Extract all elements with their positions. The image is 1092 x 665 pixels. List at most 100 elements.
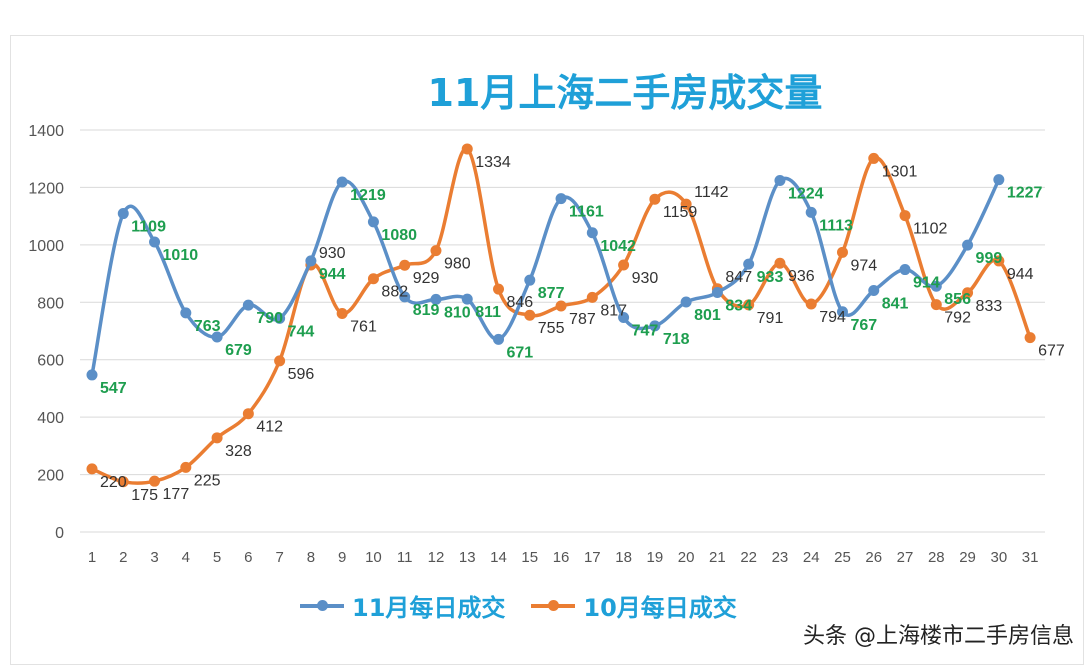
x-tick-label: 4 <box>182 549 190 566</box>
data-label: 811 <box>475 304 501 321</box>
data-point <box>774 175 786 187</box>
data-label: 671 <box>507 344 534 361</box>
data-label: 914 <box>913 275 940 292</box>
data-point <box>461 143 473 155</box>
data-point <box>680 296 692 308</box>
data-point <box>618 259 630 271</box>
data-point <box>586 227 598 239</box>
data-label: 744 <box>288 323 315 340</box>
data-label: 1142 <box>694 184 729 201</box>
data-point <box>993 255 1005 267</box>
data-label: 747 <box>632 323 659 340</box>
data-point <box>805 298 817 310</box>
data-point <box>649 193 661 205</box>
data-point <box>430 245 442 257</box>
data-label: 790 <box>256 310 283 327</box>
data-point <box>868 152 880 164</box>
x-tick-label: 8 <box>307 549 315 566</box>
data-label: 834 <box>725 298 752 315</box>
data-label: 547 <box>100 380 127 397</box>
data-label: 1113 <box>819 217 853 234</box>
x-tick-label: 29 <box>959 549 976 566</box>
data-label: 877 <box>538 285 565 302</box>
x-tick-label: 12 <box>428 549 445 566</box>
data-point <box>868 285 880 297</box>
data-label: 761 <box>350 318 377 335</box>
data-label: 1102 <box>913 221 948 238</box>
watermark: 头条 @上海楼市二手房信息 <box>803 624 1074 649</box>
data-point <box>680 198 692 210</box>
data-label: 596 <box>288 366 315 383</box>
data-label: 930 <box>632 270 659 287</box>
data-label: 974 <box>850 257 877 274</box>
data-label: 929 <box>413 270 440 287</box>
data-label: 933 <box>757 269 784 286</box>
data-point <box>899 264 911 276</box>
data-point <box>743 299 755 311</box>
y-tick-label: 200 <box>37 468 64 485</box>
data-point <box>242 299 254 311</box>
data-label: 175 <box>131 487 158 504</box>
x-tick-label: 3 <box>150 549 158 566</box>
data-label: 810 <box>444 304 471 321</box>
data-point <box>180 307 192 319</box>
data-label: 980 <box>444 256 471 273</box>
data-label: 1219 <box>350 187 386 204</box>
data-label: 882 <box>381 284 408 301</box>
x-tick-label: 11 <box>397 549 413 566</box>
y-tick-label: 800 <box>37 295 64 312</box>
data-point <box>367 273 379 285</box>
x-tick-label: 7 <box>275 549 283 566</box>
x-tick-label: 16 <box>553 549 570 566</box>
data-point <box>336 307 348 319</box>
data-point <box>993 174 1005 186</box>
data-point <box>743 258 755 270</box>
data-label: 841 <box>882 296 909 313</box>
data-point <box>149 236 161 248</box>
x-tick-label: 1 <box>88 549 96 566</box>
data-label: 999 <box>976 250 1003 267</box>
data-label: 846 <box>507 294 534 311</box>
data-point <box>117 476 129 488</box>
y-tick-label: 0 <box>55 525 64 542</box>
data-label: 856 <box>944 291 971 308</box>
legend-item-october: 10月每日成交 <box>531 588 737 623</box>
data-label: 791 <box>757 310 784 327</box>
data-label: 767 <box>850 317 877 334</box>
data-label: 220 <box>100 474 127 491</box>
x-tick-label: 22 <box>740 549 757 566</box>
chart-frame <box>10 35 1084 665</box>
x-tick-label: 9 <box>338 549 346 566</box>
legend-label-october: 10月每日成交 <box>583 594 737 622</box>
data-point <box>336 176 348 188</box>
data-label: 794 <box>819 309 846 326</box>
x-tick-label: 23 <box>772 549 789 566</box>
data-point <box>524 274 536 286</box>
data-label: 1224 <box>788 186 824 203</box>
y-tick-label: 1400 <box>28 123 64 140</box>
data-point <box>493 283 505 295</box>
data-label: 792 <box>944 310 971 327</box>
data-point <box>711 287 723 299</box>
data-label: 1334 <box>475 154 511 171</box>
data-point <box>836 246 848 258</box>
legend-swatch-november <box>300 599 344 611</box>
data-label: 1010 <box>163 247 199 264</box>
x-tick-label: 5 <box>213 549 221 566</box>
data-label: 763 <box>194 318 221 335</box>
data-point <box>117 208 129 220</box>
x-tick-label: 28 <box>928 549 945 566</box>
data-point <box>836 306 848 318</box>
x-tick-label: 18 <box>615 549 632 566</box>
data-label: 1227 <box>1007 185 1043 202</box>
data-label: 944 <box>319 266 346 283</box>
data-point <box>774 257 786 269</box>
data-label: 718 <box>663 331 690 348</box>
data-label: 755 <box>538 320 565 337</box>
data-point <box>399 291 411 303</box>
data-label: 679 <box>225 342 252 359</box>
data-point <box>930 299 942 311</box>
x-tick-label: 6 <box>244 549 252 566</box>
x-tick-label: 27 <box>897 549 914 566</box>
x-tick-label: 25 <box>834 549 851 566</box>
